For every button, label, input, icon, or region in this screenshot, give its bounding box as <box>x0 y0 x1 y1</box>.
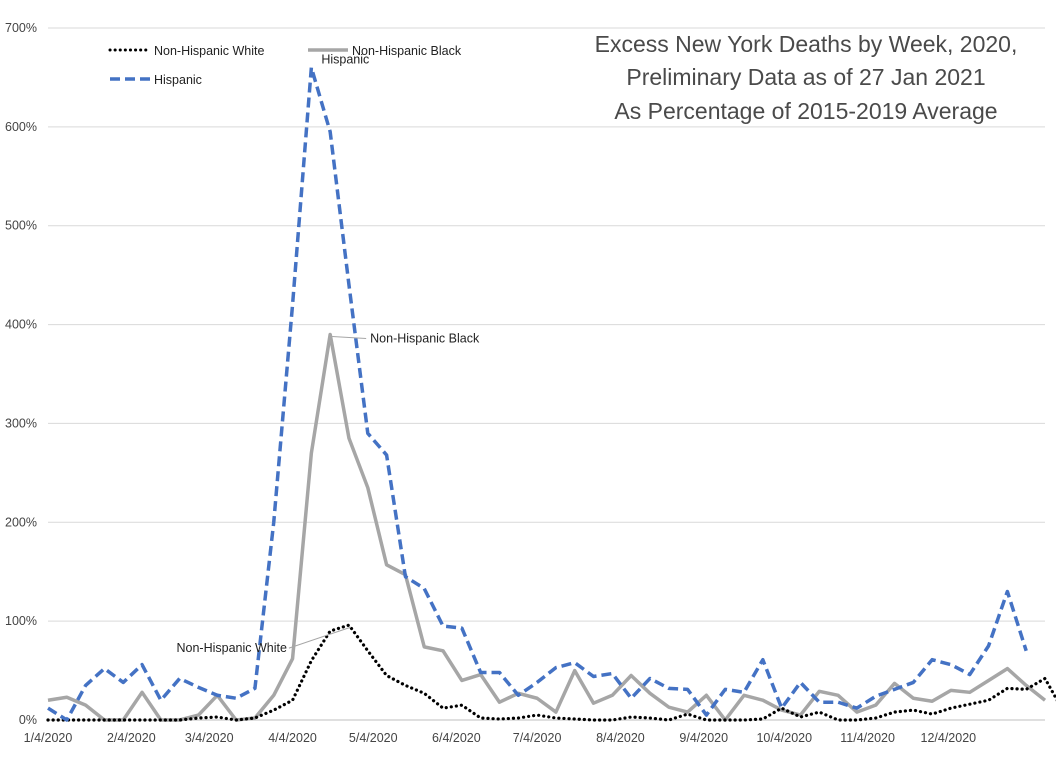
series-line-non-hispanic-white <box>46 623 1056 722</box>
legend-label-non-hispanic-white: Non-Hispanic White <box>154 44 265 58</box>
annotation-label: Non-Hispanic White <box>177 641 288 655</box>
x-tick-label: 8/4/2020 <box>596 731 645 745</box>
legend: Non-Hispanic White Non-Hispanic Black Hi… <box>108 44 462 87</box>
annotation-leader-line <box>288 626 352 649</box>
annotation-label: Non-Hispanic Black <box>370 331 480 345</box>
annotation-label: Hispanic <box>321 53 369 67</box>
y-tick-label: 500% <box>5 219 37 233</box>
x-axis-tick-labels: 1/4/2020 2/4/2020 3/4/2020 4/4/2020 5/4/2020… <box>24 731 976 745</box>
chart-title-line-2: Preliminary Data as of 27 Jan 2021 <box>626 64 985 90</box>
series-line-hispanic <box>47 65 1028 722</box>
x-tick-label: 9/4/2020 <box>679 731 728 745</box>
series-line-non-hispanic-black <box>47 332 1047 722</box>
y-tick-label: 0% <box>19 713 37 727</box>
chart-title-line-3: As Percentage of 2015-2019 Average <box>614 98 997 124</box>
annotation-leader-line <box>332 335 367 339</box>
series-annotations: Hispanic Non-Hispanic Black Non-Hispanic W… <box>177 53 480 656</box>
y-tick-label: 300% <box>5 416 37 430</box>
y-tick-label: 700% <box>5 21 37 35</box>
x-tick-label: 12/4/2020 <box>921 731 977 745</box>
x-tick-label: 5/4/2020 <box>349 731 398 745</box>
x-tick-label: 10/4/2020 <box>756 731 812 745</box>
series-lines <box>46 65 1056 722</box>
x-tick-label: 3/4/2020 <box>185 731 234 745</box>
legend-label-hispanic: Hispanic <box>154 73 202 87</box>
x-tick-label: 2/4/2020 <box>107 731 156 745</box>
chart-title: Excess New York Deaths by Week, 2020, Pr… <box>595 31 1018 124</box>
chart-title-line-1: Excess New York Deaths by Week, 2020, <box>595 31 1018 57</box>
y-tick-label: 200% <box>5 515 37 529</box>
gridlines <box>48 27 1045 721</box>
x-tick-label: 1/4/2020 <box>24 731 73 745</box>
y-tick-label: 400% <box>5 318 37 332</box>
x-tick-label: 7/4/2020 <box>513 731 562 745</box>
y-tick-label: 600% <box>5 120 37 134</box>
y-axis-tick-labels: 0% 100% 200% 300% 400% 500% 600% 700% <box>5 21 37 727</box>
y-tick-label: 100% <box>5 614 37 628</box>
x-tick-label: 11/4/2020 <box>840 731 895 745</box>
legend-label-non-hispanic-black: Non-Hispanic Black <box>352 44 462 58</box>
x-tick-label: 4/4/2020 <box>268 731 317 745</box>
x-tick-label: 6/4/2020 <box>432 731 481 745</box>
